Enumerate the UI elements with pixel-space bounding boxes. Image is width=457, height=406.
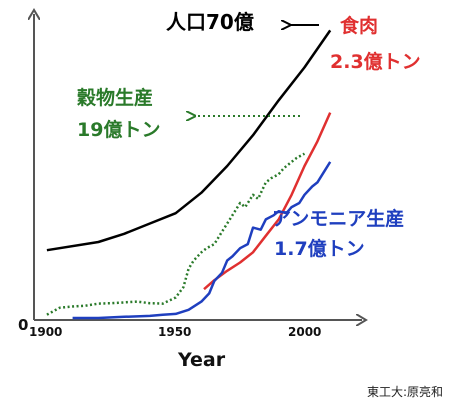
ammonia-series-line — [72, 161, 332, 320]
ammonia-value-label: 1.7億トン — [274, 237, 365, 260]
meat-label: 食肉 — [340, 14, 378, 37]
grain-label: 穀物生産 — [77, 86, 153, 109]
population-series-line — [46, 29, 332, 252]
population-label: 人口70億 — [166, 10, 254, 34]
grain-value-label: 19億トン — [77, 118, 160, 141]
x-axis-label: Year — [177, 349, 226, 371]
meat-series-line — [203, 112, 332, 291]
ammonia-label: アンモニア生産 — [272, 207, 404, 230]
source-credit: 東工大:原亮和 — [366, 385, 443, 399]
x-tick-1900: 1900 — [29, 325, 62, 339]
grain-series-line — [46, 152, 306, 316]
x-tick-2000: 2000 — [288, 325, 321, 339]
origin-label: 0 — [18, 316, 28, 334]
meat-value-label: 2.3億トン — [330, 50, 421, 73]
x-tick-1950: 1950 — [158, 325, 191, 339]
chart: 0 1900 1950 2000 Year 人口70億 食肉 2.3億トン 穀物… — [18, 0, 421, 371]
